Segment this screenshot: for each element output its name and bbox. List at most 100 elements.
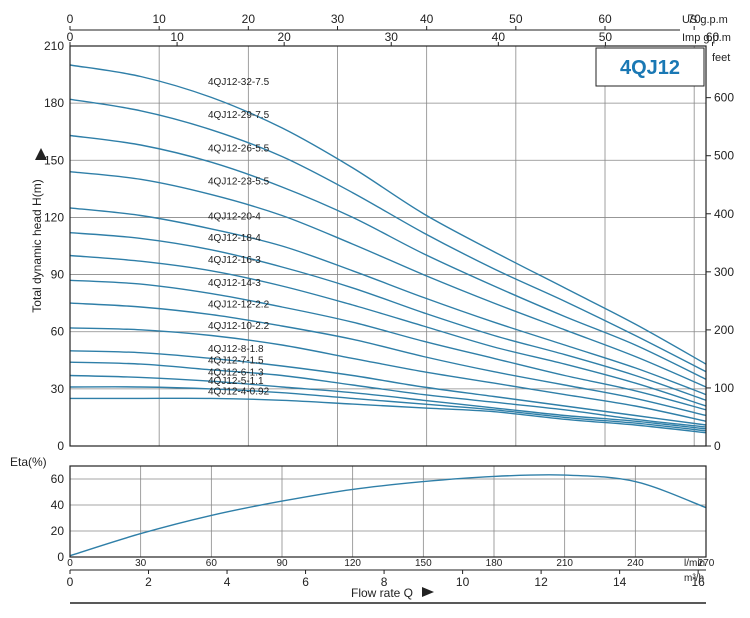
curve-label-4QJ12-26-5.5: 4QJ12-26-5.5 bbox=[208, 143, 270, 154]
x-tick-label-m3h: 14 bbox=[613, 575, 627, 589]
right-axis-label: 300 bbox=[714, 265, 734, 279]
head-curve-4QJ12-12-2.2 bbox=[69, 302, 707, 417]
top-axis-us-label: 60 bbox=[598, 12, 612, 26]
head-y-tick-label: 0 bbox=[57, 439, 64, 453]
x-tick-label-m3h: 8 bbox=[381, 575, 388, 589]
curve-label-4QJ12-16-3: 4QJ12-16-3 bbox=[208, 255, 261, 266]
curve-label-4QJ12-20-4: 4QJ12-20-4 bbox=[208, 212, 261, 223]
head-curve-4QJ12-4-0.92 bbox=[70, 397, 707, 434]
x-tick-label-lmin: 0 bbox=[67, 558, 73, 569]
head-curve-4QJ12-16-3 bbox=[69, 254, 707, 407]
x-tick-label-lmin: 30 bbox=[135, 558, 147, 569]
head-y-tick-label: 30 bbox=[51, 382, 65, 396]
x-tick-label-lmin: 180 bbox=[486, 558, 503, 569]
curve-label-4QJ12-6-1.3: 4QJ12-6-1.3 bbox=[208, 368, 264, 379]
top-axis-imp-label: 30 bbox=[385, 30, 399, 44]
top-axis-imp-label: 0 bbox=[67, 30, 74, 44]
x-tick-label-m3h: 12 bbox=[534, 575, 548, 589]
top-axis-imp-label: 60 bbox=[706, 30, 720, 44]
head-y-tick-label: 60 bbox=[51, 325, 65, 339]
eta-y-tick-label: 0 bbox=[57, 550, 64, 564]
top-axis-us-label: 30 bbox=[331, 12, 345, 26]
eta-curve bbox=[69, 474, 707, 557]
curve-label-4QJ12-10-2.2: 4QJ12-10-2.2 bbox=[208, 321, 270, 332]
top-axis-unit-us: US g.p.m bbox=[682, 14, 728, 26]
x-tick-label-lmin: 270 bbox=[698, 558, 715, 569]
x-tick-label-m3h: 2 bbox=[145, 575, 152, 589]
top-axis-us-label: 50 bbox=[509, 12, 523, 26]
x-tick-label-m3h: 6 bbox=[302, 575, 309, 589]
top-axis-imp-label: 40 bbox=[492, 30, 506, 44]
eta-y-tick-label: 40 bbox=[51, 498, 65, 512]
head-y-tick-label: 150 bbox=[44, 153, 64, 167]
x-tick-label-m3h: 10 bbox=[456, 575, 470, 589]
head-curve-4QJ12-32-7.5 bbox=[69, 64, 707, 365]
top-axis-imp-label: 20 bbox=[277, 30, 291, 44]
head-curve-4QJ12-6-1.3 bbox=[69, 374, 707, 430]
curve-label-4QJ12-7-1.5: 4QJ12-7-1.5 bbox=[208, 356, 264, 367]
curve-label-4QJ12-18-4: 4QJ12-18-4 bbox=[208, 233, 261, 244]
curve-label-4QJ12-12-2.2: 4QJ12-12-2.2 bbox=[208, 300, 270, 311]
head-curve-4QJ12-7-1.5 bbox=[69, 361, 707, 428]
top-axis-us-label: 20 bbox=[242, 12, 256, 26]
x-tick-label-lmin: 120 bbox=[344, 558, 361, 569]
head-y-tick-label: 90 bbox=[51, 268, 65, 282]
top-axis-us-label: 70 bbox=[687, 12, 701, 26]
grid-layer bbox=[70, 46, 706, 557]
right-axis-label: 400 bbox=[714, 207, 734, 221]
top-axis-us-label: 0 bbox=[67, 12, 74, 26]
x-tick-label-m3h: 0 bbox=[67, 575, 74, 589]
axis-layer: 0 10 20 30 40 50 60 700 10 20 30 40 50 60030609012015… bbox=[44, 12, 734, 589]
x-unit-secondary: m³/h bbox=[684, 573, 704, 584]
chart-title: 4QJ12 bbox=[620, 57, 680, 79]
head-curve-4QJ12-23-5.5 bbox=[69, 171, 707, 388]
curve-label-4QJ12-8-1.8: 4QJ12-8-1.8 bbox=[208, 344, 264, 355]
model-title-box bbox=[595, 47, 705, 87]
label-layer: 4QJ12-32-7.5 4QJ12-29-7.5 4QJ12-26-5.5 4QJ1… bbox=[208, 77, 270, 397]
x-tick-label-lmin: 90 bbox=[276, 558, 288, 569]
top-axis-imp-label: 10 bbox=[170, 30, 184, 44]
y-axis-label: Total dynamic head H(m) bbox=[30, 179, 44, 312]
top-axis-us-label: 10 bbox=[152, 12, 166, 26]
curve-label-4QJ12-4-0.92: 4QJ12-4-0.92 bbox=[208, 386, 270, 397]
curve-label-4QJ12-5-1.1: 4QJ12-5-1.1 bbox=[208, 376, 264, 387]
x-tick-label-lmin: 60 bbox=[206, 558, 218, 569]
head-curve-4QJ12-5-1.1 bbox=[69, 386, 707, 432]
right-axis-label: 200 bbox=[714, 323, 734, 337]
x-tick-label-lmin: 240 bbox=[627, 558, 644, 569]
head-curve-4QJ12-14-3 bbox=[69, 279, 707, 411]
right-axis-label: 100 bbox=[714, 381, 734, 395]
head-curve-4QJ12-18-4 bbox=[69, 232, 707, 401]
eta-plot-frame bbox=[69, 465, 707, 558]
curve-label-4QJ12-23-5.5: 4QJ12-23-5.5 bbox=[208, 176, 270, 187]
y-axis-arrow-icon bbox=[35, 148, 47, 160]
x-axis-arrow-icon bbox=[422, 587, 434, 597]
head-y-tick-label: 210 bbox=[44, 39, 64, 53]
eta-y-tick-label: 20 bbox=[51, 524, 65, 538]
right-axis-label: 600 bbox=[714, 91, 734, 105]
top-axis-unit-imp: Imp g.p.m bbox=[682, 32, 731, 44]
right-axis-label: 500 bbox=[714, 149, 734, 163]
head-curve-4QJ12-20-4 bbox=[69, 207, 707, 396]
curve-label-4QJ12-14-3: 4QJ12-14-3 bbox=[208, 278, 261, 289]
x-tick-label-m3h: 16 bbox=[691, 575, 705, 589]
head-curve-4QJ12-26-5.5 bbox=[69, 134, 707, 380]
top-axis-imp-label: 50 bbox=[599, 30, 613, 44]
x-tick-label-m3h: 4 bbox=[224, 575, 231, 589]
x-unit-primary: l/min bbox=[684, 558, 705, 569]
x-tick-label-lmin: 210 bbox=[556, 558, 573, 569]
curve-label-4QJ12-32-7.5: 4QJ12-32-7.5 bbox=[208, 77, 270, 88]
right-axis-unit: feet bbox=[712, 52, 730, 64]
curve-layer bbox=[69, 64, 707, 557]
head-curve-4QJ12-8-1.8 bbox=[69, 350, 707, 426]
curve-label-4QJ12-29-7.5: 4QJ12-29-7.5 bbox=[208, 110, 270, 121]
head-y-tick-label: 180 bbox=[44, 96, 64, 110]
eta-axis-label: Eta(%) bbox=[10, 455, 47, 469]
right-axis-label: 0 bbox=[714, 439, 721, 453]
head-y-tick-label: 120 bbox=[44, 210, 64, 224]
x-axis-label: Flow rate Q bbox=[351, 586, 413, 600]
x-tick-label-lmin: 150 bbox=[415, 558, 432, 569]
head-plot-frame bbox=[69, 45, 707, 447]
top-axis-us-label: 40 bbox=[420, 12, 434, 26]
